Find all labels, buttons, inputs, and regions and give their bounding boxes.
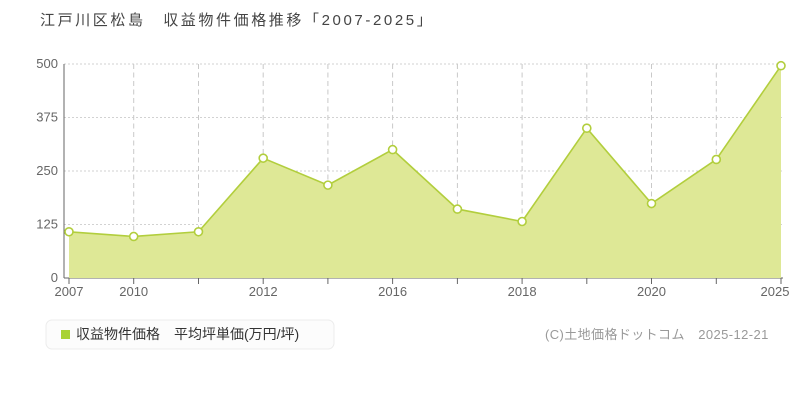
svg-text:2025: 2025: [761, 284, 790, 299]
svg-text:2016: 2016: [378, 284, 407, 299]
svg-text:2018: 2018: [508, 284, 537, 299]
svg-text:125: 125: [36, 217, 58, 232]
svg-text:収益物件価格 平均坪単価(万円/坪): 収益物件価格 平均坪単価(万円/坪): [76, 326, 299, 342]
svg-text:500: 500: [36, 56, 58, 71]
svg-text:2020: 2020: [637, 284, 666, 299]
svg-text:2010: 2010: [119, 284, 148, 299]
svg-text:250: 250: [36, 163, 58, 178]
svg-text:0: 0: [51, 270, 58, 285]
svg-text:2012: 2012: [249, 284, 278, 299]
svg-text:(C)土地価格ドットコム 2025-12-21: (C)土地価格ドットコム 2025-12-21: [545, 327, 769, 342]
svg-text:2007: 2007: [55, 284, 84, 299]
svg-text:375: 375: [36, 110, 58, 125]
